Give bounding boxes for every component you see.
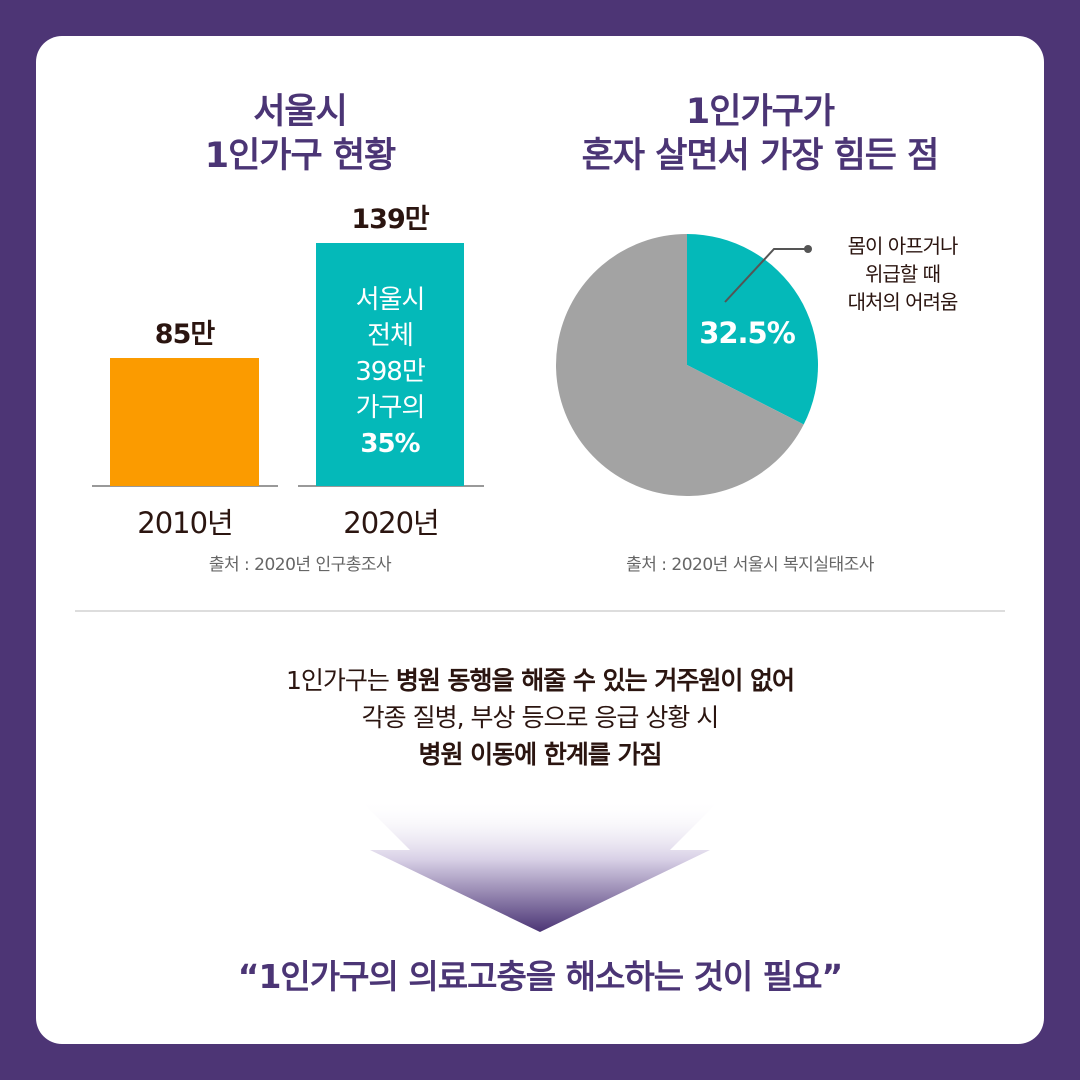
down-arrow-icon <box>360 800 720 932</box>
in-bar-percent: 35% <box>360 429 420 459</box>
body-line1-plain: 1인가구는 <box>285 666 396 695</box>
bar-value-label-2010: 85만 <box>154 319 215 351</box>
in-bar-line: 가구의 <box>355 393 426 423</box>
pie-slice-other <box>556 234 804 496</box>
callout-line: 위급할 때 <box>865 262 941 286</box>
left-title-line1: 서울시 <box>253 92 348 132</box>
right-title-line1: 1인가구가 <box>685 92 835 132</box>
callout-dot <box>804 245 812 253</box>
pie-data-label: 32.5% <box>699 316 796 350</box>
bar-2020 <box>316 243 464 486</box>
bar-value-label-2020: 139만 <box>351 204 429 236</box>
in-bar-line: 398만 <box>355 357 426 387</box>
callout-leader-line <box>724 248 806 303</box>
right-title-line2: 혼자 살면서 가장 힘든 점 <box>581 136 940 176</box>
pie-slice-difficulty <box>687 234 818 425</box>
left-title: 서울시 1인가구 현황 <box>90 90 510 178</box>
body-line1: 1인가구는 병원 동행을 해줄 수 있는 거주원이 없어 <box>0 662 1080 699</box>
divider <box>75 610 1005 612</box>
callout-line: 대처의 어려움 <box>847 290 959 314</box>
in-bar-line: 전체 <box>367 321 414 351</box>
body-line3: 병원 이동에 한계를 가짐 <box>418 740 662 769</box>
callout-line: 몸이 아프거나 <box>847 234 959 258</box>
in-bar-note: 서울시 전체 398만 가구의 35% <box>316 282 464 462</box>
right-title: 1인가구가 혼자 살면서 가장 힘든 점 <box>500 90 1020 178</box>
pie-chart <box>556 234 818 496</box>
x-tick-2010: 2010년 <box>137 506 233 540</box>
body-line1-bold: 병원 동행을 해줄 수 있는 거주원이 없어 <box>395 666 795 695</box>
body-line2: 각종 질병, 부상 등으로 응급 상황 시 <box>361 703 720 732</box>
pie-callout: 몸이 아프거나 위급할 때 대처의 어려움 <box>815 232 990 316</box>
left-title-line2: 1인가구 현황 <box>204 136 397 176</box>
conclusion-quote: “1인가구의 의료고충을 해소하는 것이 필요” <box>237 957 843 996</box>
left-source: 출처 : 2020년 인구총조사 <box>208 555 392 575</box>
bar-2010 <box>110 358 259 486</box>
baseline-2020 <box>298 485 484 487</box>
in-bar-line: 서울시 <box>355 285 426 315</box>
baseline-2010 <box>92 485 278 487</box>
x-tick-2020: 2020년 <box>343 506 439 540</box>
right-source: 출처 : 2020년 서울시 복지실태조사 <box>626 555 874 575</box>
